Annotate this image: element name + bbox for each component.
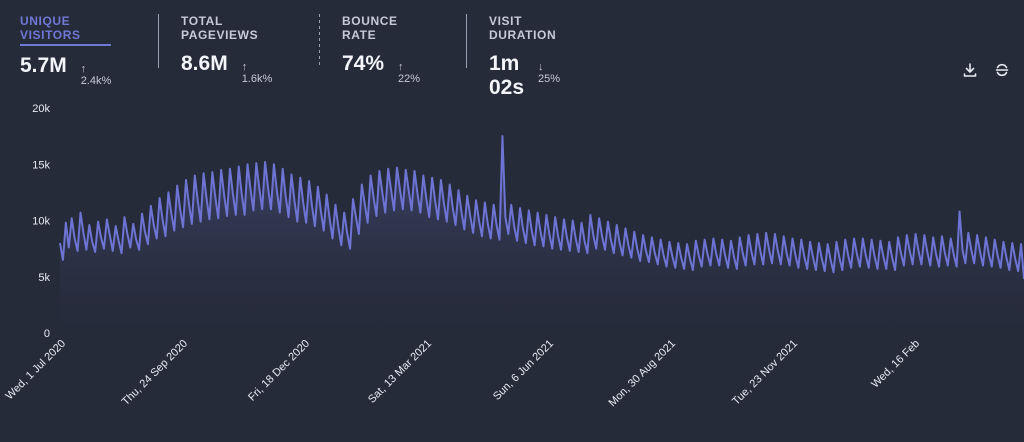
stat-bounce-rate[interactable]: BOUNCE RATE 74% ↑ 22% xyxy=(342,0,420,85)
x-tick-label: Tue, 23 Nov 2021 xyxy=(730,338,800,408)
download-icon xyxy=(963,63,977,77)
stat-change: ↑ 2.4k% xyxy=(80,63,112,87)
stat-value: 5.7M xyxy=(20,54,67,77)
interval-button[interactable] xyxy=(992,60,1012,80)
y-tick-label: 5k xyxy=(38,272,50,284)
arrow-up-icon: ↑ xyxy=(80,63,87,75)
stat-value: 1m 02s xyxy=(489,52,525,99)
stat-total-pageviews[interactable]: TOTAL PAGEVIEWS 8.6M ↑ 1.6k% xyxy=(181,0,272,85)
stat-divider xyxy=(158,14,159,68)
stat-divider xyxy=(466,14,467,68)
stat-label: UNIQUE VISITORS xyxy=(20,14,112,46)
x-tick-label: Thu, 24 Sep 2020 xyxy=(120,338,190,408)
stat-unique-visitors[interactable]: UNIQUE VISITORS 5.7M ↑ 2.4k% xyxy=(20,0,112,87)
series-line xyxy=(59,135,1024,280)
arrow-down-icon: ↓ xyxy=(538,61,544,73)
x-tick-label: Wed, 1 Jul 2020 xyxy=(4,338,69,403)
x-tick-label: Fri, 18 Dec 2020 xyxy=(246,338,312,404)
stat-label: VISIT DURATION xyxy=(489,14,557,42)
y-tick-label: 20k xyxy=(32,103,50,115)
stat-change: ↑ 1.6k% xyxy=(241,61,273,85)
x-tick-label: Sat, 13 Mar 2021 xyxy=(366,338,434,406)
stat-value: 74% xyxy=(342,52,385,75)
x-tick-label: Sun, 6 Jun 2021 xyxy=(491,338,556,403)
stat-value: 8.6M xyxy=(181,52,228,75)
stat-change: ↑ 22% xyxy=(398,61,421,85)
stat-label: BOUNCE RATE xyxy=(342,14,398,42)
y-tick-label: 15k xyxy=(32,159,50,171)
stat-visit-duration[interactable]: VISIT DURATION 1m 02s ↓ 25% xyxy=(489,0,560,100)
interval-icon xyxy=(995,63,1009,77)
x-tick-label: Mon, 30 Aug 2021 xyxy=(606,338,678,410)
x-tick-label: Wed, 16 Feb xyxy=(869,338,922,391)
stat-divider xyxy=(319,14,320,68)
stat-change: ↓ 25% xyxy=(538,61,561,85)
y-tick-label: 10k xyxy=(32,216,50,228)
arrow-up-icon: ↑ xyxy=(398,61,404,73)
y-tick-label: 0 xyxy=(44,328,50,340)
arrow-up-icon: ↑ xyxy=(241,61,248,73)
download-button[interactable] xyxy=(960,60,980,80)
stat-label: TOTAL PAGEVIEWS xyxy=(181,14,259,42)
